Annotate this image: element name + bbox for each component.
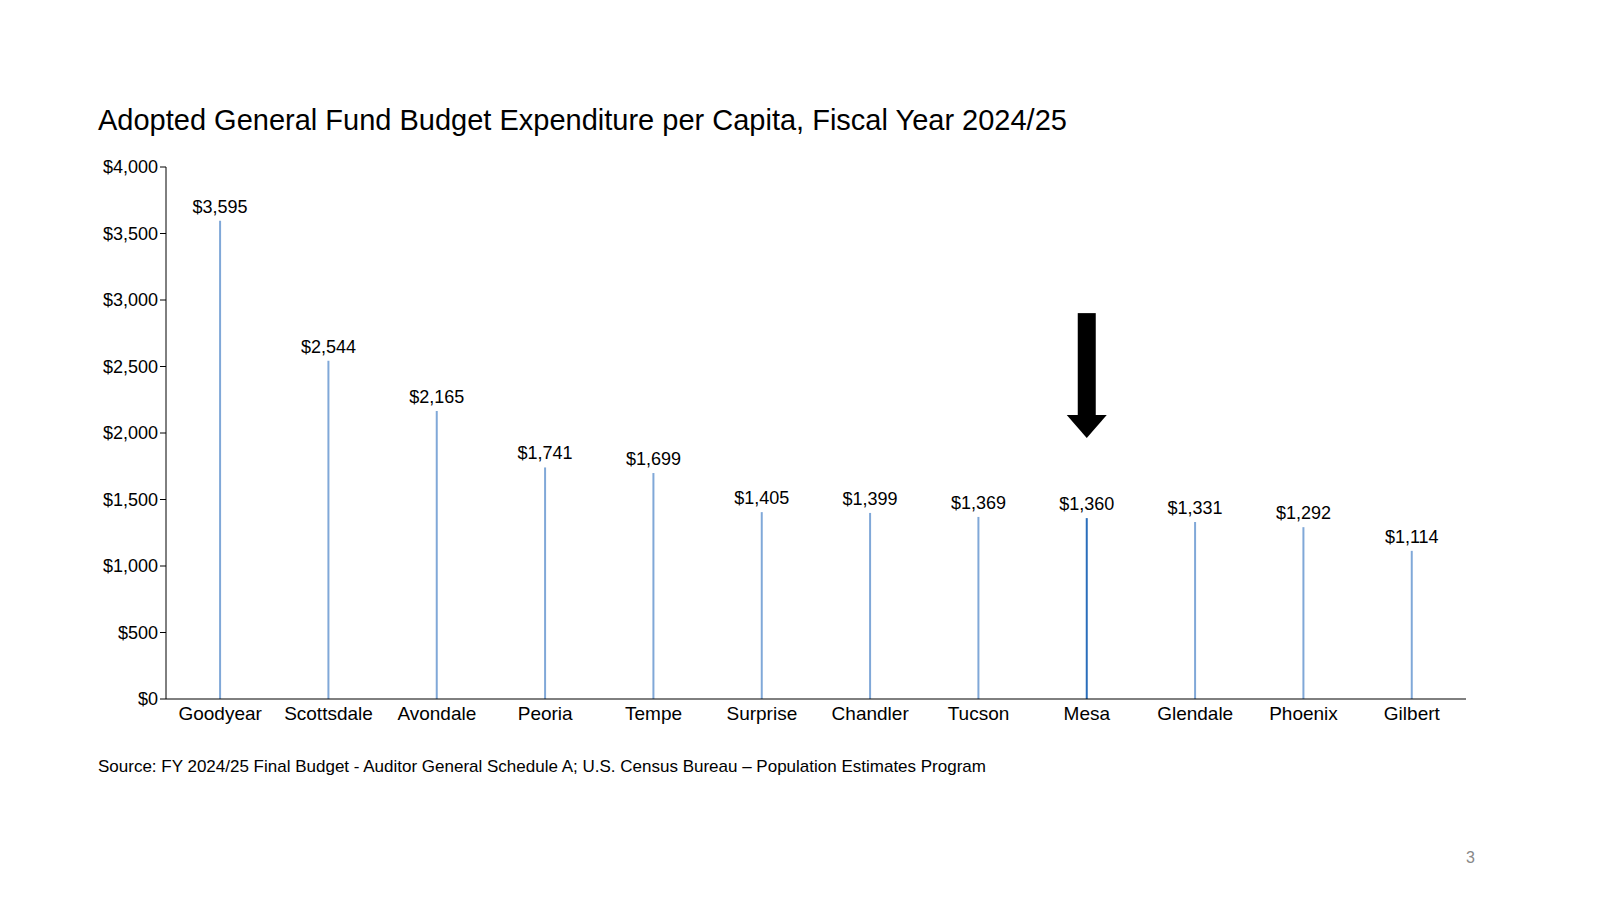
svg-text:$4,000: $4,000 xyxy=(103,157,158,177)
svg-text:$2,544: $2,544 xyxy=(301,337,356,357)
svg-text:$3,000: $3,000 xyxy=(103,290,158,310)
svg-text:Goodyear: Goodyear xyxy=(178,703,262,724)
svg-text:$3,595: $3,595 xyxy=(193,197,248,217)
svg-text:Mesa: Mesa xyxy=(1064,703,1111,724)
svg-text:$1,500: $1,500 xyxy=(103,490,158,510)
svg-text:$500: $500 xyxy=(118,623,158,643)
svg-text:Peoria: Peoria xyxy=(518,703,573,724)
svg-text:$0: $0 xyxy=(138,689,158,709)
html-text:Source: FY 2024/25 Final Budge: Source: FY 2024/25 Final Budget - Audito… xyxy=(98,757,986,776)
html-text:Adopted General Fund Budget Ex: Adopted General Fund Budget Expenditure … xyxy=(98,104,1067,136)
svg-text:$2,165: $2,165 xyxy=(409,387,464,407)
svg-text:$1,699: $1,699 xyxy=(626,449,681,469)
svg-text:Scottsdale: Scottsdale xyxy=(284,703,373,724)
svg-text:Chandler: Chandler xyxy=(832,703,910,724)
svg-text:$1,741: $1,741 xyxy=(518,443,573,463)
svg-text:$1,369: $1,369 xyxy=(951,493,1006,513)
svg-text:$2,000: $2,000 xyxy=(103,423,158,443)
svg-text:$1,114: $1,114 xyxy=(1385,527,1439,547)
svg-text:$1,000: $1,000 xyxy=(103,556,158,576)
svg-text:$2,500: $2,500 xyxy=(103,357,158,377)
svg-text:Avondale: Avondale xyxy=(397,703,476,724)
html-text:3: 3 xyxy=(1466,849,1475,866)
svg-text:$1,405: $1,405 xyxy=(734,488,789,508)
svg-text:$1,292: $1,292 xyxy=(1276,503,1331,523)
svg-text:$1,360: $1,360 xyxy=(1059,494,1114,514)
svg-text:Tempe: Tempe xyxy=(625,703,682,724)
svg-text:Tucson: Tucson xyxy=(948,703,1010,724)
svg-text:Phoenix: Phoenix xyxy=(1269,703,1338,724)
svg-text:$1,399: $1,399 xyxy=(843,489,898,509)
svg-text:Gilbert: Gilbert xyxy=(1384,703,1441,724)
svg-text:Surprise: Surprise xyxy=(726,703,797,724)
svg-text:$3,500: $3,500 xyxy=(103,224,158,244)
svg-text:$1,331: $1,331 xyxy=(1168,498,1223,518)
svg-text:Glendale: Glendale xyxy=(1157,703,1233,724)
